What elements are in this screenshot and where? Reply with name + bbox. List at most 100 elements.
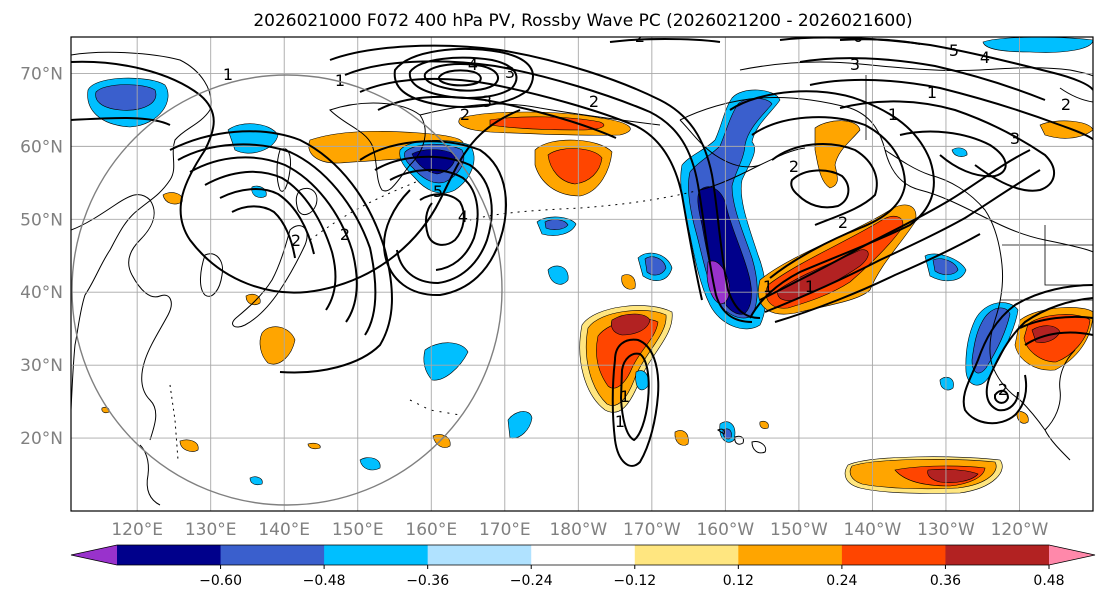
contour-line — [219, 188, 315, 255]
colorbar-segment — [841, 545, 946, 565]
y-tick-label: 40°N — [20, 283, 63, 303]
colorbar-segment — [220, 545, 325, 565]
contour-label: 1 — [805, 277, 815, 296]
colorbar-segment — [634, 545, 739, 565]
contour-label: 4 — [458, 207, 468, 226]
contour-label: 2 — [1061, 95, 1071, 114]
coastline — [131, 274, 172, 441]
contour-line — [437, 69, 482, 87]
x-tick-label: 130°W — [917, 520, 975, 540]
coastline — [1059, 87, 1093, 103]
contour-label: 2 — [998, 380, 1008, 399]
coastline — [309, 179, 421, 241]
contour-line — [751, 116, 907, 279]
coastline — [71, 51, 212, 411]
x-tick-label: 140°E — [258, 520, 310, 540]
colorbar-tick-label: 0.36 — [930, 573, 961, 589]
colorbar-tick-label: 0.24 — [826, 573, 857, 589]
contour-label: 3 — [482, 92, 492, 111]
contour-label: 3 — [1010, 129, 1020, 148]
contour-line — [359, 140, 507, 297]
contour-line — [389, 168, 479, 271]
colorbar-segment — [531, 545, 636, 565]
x-tick-label: 170°E — [479, 520, 531, 540]
red-shade — [547, 148, 603, 185]
colorbar-tick-label: −0.12 — [613, 573, 656, 589]
contour-line — [619, 352, 650, 442]
colorbar-segment — [324, 545, 429, 565]
coastline — [469, 189, 701, 221]
blue-shade — [249, 476, 263, 486]
blue-shade — [359, 457, 381, 471]
contour-line — [377, 95, 617, 139]
colorbar-segment — [945, 545, 1050, 565]
contour-line — [423, 63, 499, 92]
contour-label: 2 — [340, 225, 350, 244]
contour-line — [231, 205, 296, 259]
contour-layer — [71, 37, 1093, 467]
contour-line — [344, 60, 753, 323]
x-tick-label: 140°W — [844, 520, 902, 540]
contour-line — [774, 233, 981, 323]
x-tick-label: 150°W — [770, 520, 828, 540]
coastline — [739, 61, 1093, 77]
contour-label: 2 — [291, 231, 301, 250]
contour-line — [839, 38, 921, 45]
coastline — [717, 428, 767, 454]
x-tick-label: 180°W — [549, 520, 607, 540]
contour-line — [790, 169, 850, 209]
orange-shade — [259, 326, 296, 365]
contour-label-layer: 1 1 1 1 1 1 1 1 2 2 2 2 2 2 2 2 3 3 3 4 … — [223, 27, 1071, 431]
blue-shade — [423, 342, 469, 381]
gridlines — [71, 37, 1093, 511]
y-tick-labels: 70°N 60°N 50°N 40°N 30°N 20°N — [20, 64, 63, 449]
contour-label: 1 — [888, 105, 898, 124]
contour-line — [899, 130, 1007, 178]
contour-label: 5 — [949, 41, 959, 60]
colorbar: −0.60 −0.48 −0.36 −0.24 −0.12 0.12 0.24 0.36 0.4… — [70, 544, 1096, 589]
contour-line — [177, 143, 377, 336]
coastline — [295, 187, 318, 216]
contour-line — [611, 338, 660, 467]
x-tick-label: 150°E — [332, 520, 384, 540]
y-tick-label: 30°N — [20, 356, 63, 376]
colorbar-tick-label: −0.60 — [199, 573, 242, 589]
darkred-shade — [611, 313, 651, 336]
blue-shade — [635, 370, 649, 391]
contour-label: 2 — [635, 27, 645, 46]
blue-shade-mid — [971, 307, 1011, 374]
colorbar-tick-label: 0.12 — [723, 573, 754, 589]
contour-label: 2 — [789, 157, 799, 176]
colorbar-tick-label: 0.48 — [1033, 573, 1064, 589]
orange-shade — [245, 293, 261, 306]
x-tick-label: 160°E — [405, 520, 457, 540]
contour-label: 2 — [589, 92, 599, 111]
x-tick-label: 120°W — [991, 520, 1049, 540]
coastline — [1044, 349, 1076, 431]
radius-circle — [71, 74, 503, 506]
contour-label: 5 — [433, 182, 443, 201]
contour-label: 1 — [615, 412, 625, 431]
contour-line — [799, 57, 1046, 101]
contour-line — [994, 389, 1010, 404]
contour-line — [329, 44, 761, 319]
contour-line — [1019, 315, 1093, 329]
contour-line — [393, 48, 534, 108]
orange-shade — [307, 442, 321, 450]
contour-line — [764, 169, 1041, 313]
contour-label: 3 — [850, 55, 860, 74]
contour-line — [419, 193, 465, 246]
contour-label: 4 — [980, 48, 990, 67]
y-tick-label: 20°N — [20, 429, 63, 449]
colorbar-segment — [427, 545, 532, 565]
contour-label: 1 — [763, 277, 773, 296]
contour-label: 1 — [223, 65, 233, 84]
darkred-shade — [927, 468, 979, 483]
x-tick-labels: 120°E 130°E 140°E 150°E 160°E 170°E 180°W 170°W… — [111, 520, 1048, 540]
map-layers: 1 1 1 1 1 1 1 1 2 2 2 2 2 2 2 2 3 3 3 4 … — [71, 27, 1093, 511]
colorbar-extend-high — [1049, 545, 1095, 565]
contour-line — [962, 284, 1093, 425]
contour-line — [779, 37, 1093, 91]
contour-line — [408, 56, 518, 99]
colorbar-segment — [738, 545, 843, 565]
